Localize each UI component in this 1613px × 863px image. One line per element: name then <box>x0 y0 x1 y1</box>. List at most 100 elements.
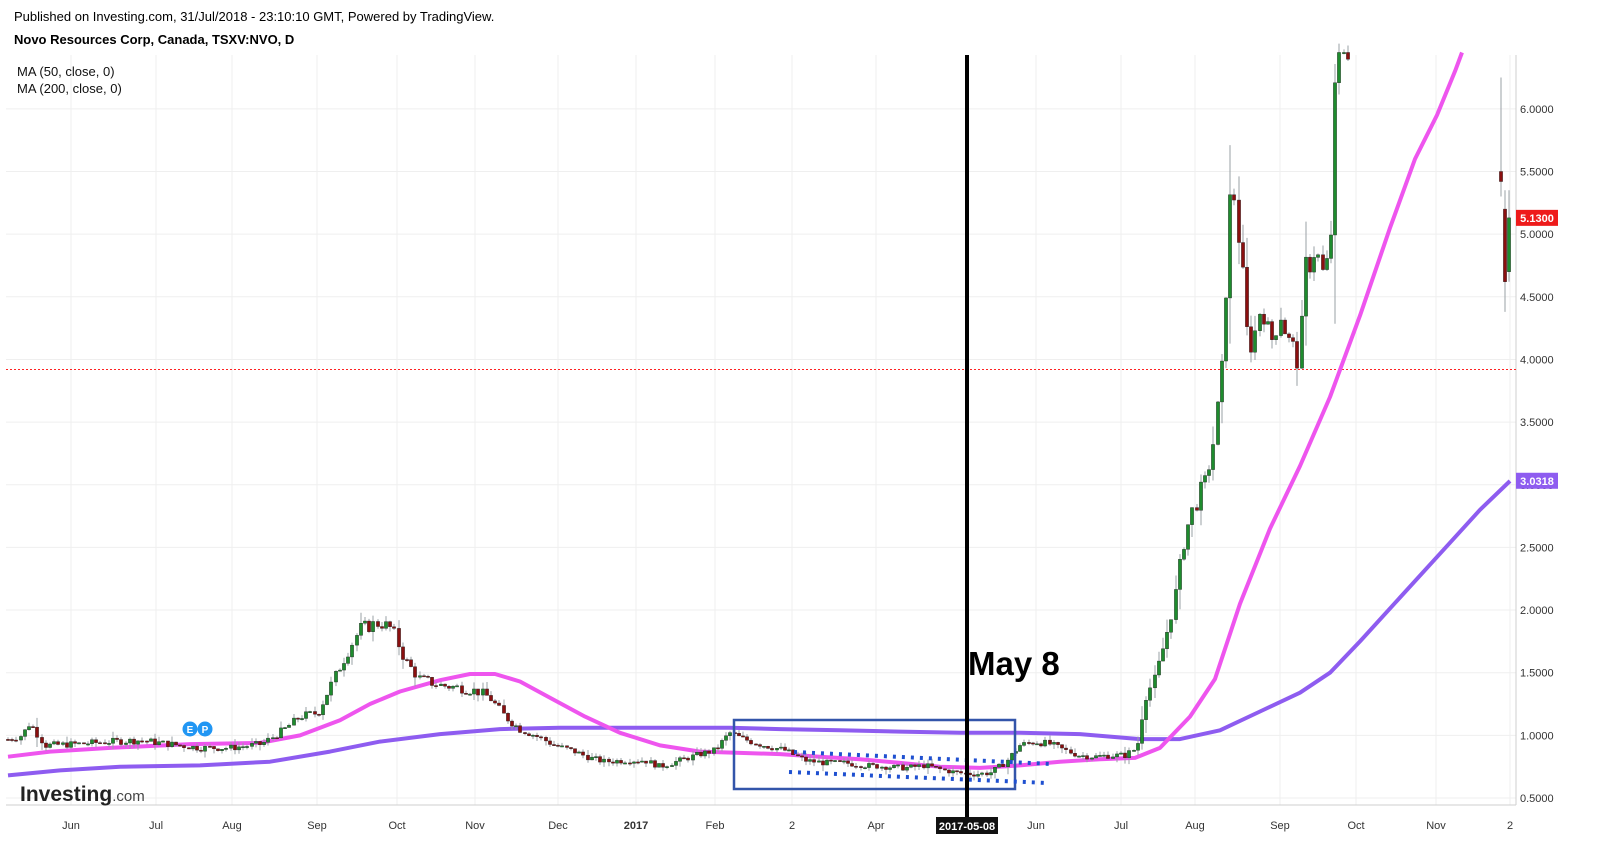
candle-122 <box>518 722 522 734</box>
candle-body <box>783 746 787 751</box>
candle-body <box>510 720 514 727</box>
candle-196 <box>829 758 833 765</box>
candle-body <box>254 741 258 744</box>
x-tick-label: 2 <box>1507 820 1513 832</box>
candle-125 <box>531 733 535 740</box>
candle-body <box>1064 747 1068 750</box>
candle-body <box>1237 199 1241 243</box>
candle-body <box>216 748 220 751</box>
candle-92 <box>392 623 396 630</box>
candle-body <box>1216 401 1220 445</box>
candle-body <box>913 764 917 767</box>
candle-232 <box>980 771 984 777</box>
candle-301 <box>1270 319 1274 349</box>
candle-body <box>972 774 976 777</box>
candle-body <box>1081 755 1085 757</box>
candle-body <box>749 740 753 745</box>
candle-body <box>1060 744 1064 749</box>
candle-body <box>1069 749 1073 754</box>
candle-158 <box>670 763 674 767</box>
candle-body <box>1073 753 1077 757</box>
candle-270 <box>1140 706 1144 750</box>
candle-15 <box>69 738 73 750</box>
candle-body <box>1031 742 1035 745</box>
candle-219 <box>926 759 930 774</box>
candle-250 <box>1056 741 1060 749</box>
y-tick-label: 5.0000 <box>1520 229 1554 241</box>
candle-144 <box>611 758 615 766</box>
candle-body <box>1165 632 1169 649</box>
candle-body <box>1148 687 1152 701</box>
y-tick-label: 6.0000 <box>1520 104 1554 116</box>
x-tick-label: Jun <box>62 820 80 832</box>
candle-56 <box>241 742 245 751</box>
candle-body <box>1287 333 1291 338</box>
candle-47 <box>203 743 207 758</box>
candle-body <box>1169 619 1173 633</box>
candle-191 <box>808 755 812 765</box>
vertical-marker: 2017-05-08 May 8 <box>936 55 1060 834</box>
ma200-price-tag <box>1516 472 1558 489</box>
candle-body <box>178 744 182 747</box>
candle-109 <box>464 690 468 695</box>
indicator-legend: MA (50, close, 0) MA (200, close, 0) <box>17 64 122 96</box>
ma200-path <box>7 479 1512 778</box>
candle-194 <box>821 756 825 772</box>
candle-body <box>560 745 564 748</box>
candle-body <box>1270 321 1274 340</box>
candle-body <box>418 675 422 678</box>
candle-body <box>909 764 913 768</box>
ma50-line <box>7 51 1464 770</box>
y-tick-label: 1.5000 <box>1520 668 1554 680</box>
candle-body <box>716 747 720 750</box>
candle-body <box>1283 319 1287 335</box>
candle-body <box>628 762 632 765</box>
candle-86 <box>367 618 371 634</box>
candle-body <box>737 733 741 737</box>
candle-body <box>31 726 35 728</box>
candle-103 <box>439 681 443 686</box>
candle-311 <box>1312 246 1316 282</box>
candle-body <box>1174 589 1178 620</box>
candle-body <box>657 763 661 768</box>
candle-115 <box>489 691 493 702</box>
candle-body <box>1291 337 1295 342</box>
candle-73 <box>313 706 317 718</box>
candle-body <box>770 748 774 751</box>
candle-81 <box>346 652 350 666</box>
candle-body <box>523 732 527 734</box>
candle-318 <box>1342 49 1346 55</box>
candle-49 <box>212 746 216 754</box>
candle-289 <box>1220 354 1224 424</box>
candle-body <box>1106 754 1110 759</box>
candle-body <box>842 760 846 763</box>
candle-body <box>149 738 153 742</box>
candle-217 <box>917 760 921 771</box>
candle-body <box>754 743 758 746</box>
candle-155 <box>657 763 661 768</box>
candle-213 <box>901 761 905 771</box>
candle-body <box>1085 755 1089 760</box>
candle-37 <box>161 740 165 743</box>
candle-147 <box>623 760 627 765</box>
candle-body <box>405 659 409 661</box>
candle-121 <box>514 723 518 730</box>
candle-body <box>237 746 241 751</box>
candle-body <box>1035 743 1039 746</box>
ma50-path <box>7 51 1464 770</box>
candle-79 <box>338 668 342 672</box>
candle-319 <box>1346 45 1350 62</box>
candle-body <box>573 748 577 754</box>
candle-body <box>493 700 497 704</box>
candle-107 <box>455 683 459 688</box>
candle-body <box>863 767 867 769</box>
candle-body <box>1127 750 1131 758</box>
candle-275 <box>1161 637 1165 662</box>
candle-body <box>821 760 825 766</box>
candle-body <box>518 725 522 733</box>
candle-171 <box>724 732 728 746</box>
candle-body <box>203 746 207 752</box>
candle-body <box>48 743 52 748</box>
candle-105 <box>447 684 451 691</box>
